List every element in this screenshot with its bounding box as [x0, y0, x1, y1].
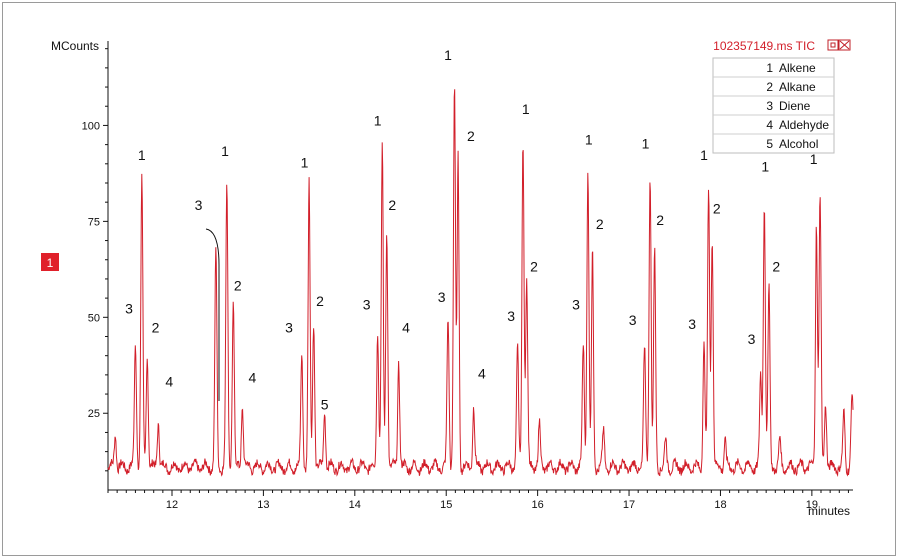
peak-label: 2: [234, 277, 242, 293]
x-tick-label: 18: [714, 499, 726, 511]
close-icon[interactable]: [838, 39, 851, 51]
legend-box: [712, 57, 835, 154]
peak-leader-line: [205, 228, 220, 401]
trace-marker[interactable]: 1: [41, 253, 59, 271]
peak-label: 3: [572, 297, 580, 313]
y-tick-label: 75: [88, 216, 100, 228]
legend-number: 3: [766, 99, 773, 113]
legend-label: Alkane: [779, 80, 816, 94]
peak-label: 3: [438, 289, 446, 305]
peak-label: 2: [467, 128, 475, 144]
peak-labels: 1 3 2 4 3 1 2 4 3 1 2 5 3 1 2 4 3 1 2 4 3 1 2 3 1 2 3 1 2 3 1 2 3 1 2 1: [125, 47, 818, 412]
legend-label: Diene: [779, 99, 811, 113]
y-tick-label: 25: [88, 408, 100, 420]
legend-number: 5: [766, 137, 773, 151]
peak-label: 5: [321, 396, 329, 412]
y-ticks: 25 50 75 100: [82, 48, 108, 472]
tic-trace-line: [107, 89, 854, 477]
peak-label: 1: [585, 132, 593, 148]
legend-number: 2: [766, 80, 773, 94]
peak-label: 2: [388, 197, 396, 213]
legend-label: Aldehyde: [779, 118, 829, 132]
legend: 1 Alkene 2 Alkane 3 Diene 4 Aldehyde 5 Alcohol: [712, 57, 835, 154]
peak-label: 1: [810, 151, 818, 167]
restore-icon[interactable]: [827, 39, 839, 51]
peak-label: 2: [596, 216, 604, 232]
x-ticks: 12 13 14 15 16 17 18 19: [107, 490, 849, 511]
x-axis-label: minutes: [808, 504, 850, 518]
peak-label: 1: [700, 147, 708, 163]
peak-label: 2: [713, 201, 721, 217]
peak-label: 1: [642, 135, 650, 151]
peak-label: 3: [363, 297, 371, 313]
peak-label: 2: [656, 212, 664, 228]
y-tick-label: 100: [82, 120, 100, 132]
peak-label: 4: [478, 366, 486, 382]
peak-label: 3: [688, 316, 696, 332]
peak-label: 2: [316, 293, 324, 309]
peak-label: 1: [221, 143, 229, 159]
x-tick-label: 15: [440, 499, 452, 511]
legend-number: 4: [766, 118, 773, 132]
peak-label: 4: [165, 373, 173, 389]
peak-label: 4: [249, 370, 257, 386]
x-tick-label: 12: [166, 499, 178, 511]
peak-label: 1: [761, 158, 769, 174]
peak-label: 3: [285, 320, 293, 336]
peak-label: 2: [152, 320, 160, 336]
peak-label: 1: [138, 147, 146, 163]
x-tick-label: 19: [806, 499, 818, 511]
peak-label: 3: [195, 197, 203, 213]
x-tick-label: 14: [349, 499, 361, 511]
peak-label: 1: [522, 101, 530, 117]
x-tick-label: 17: [623, 499, 635, 511]
x-tick-label: 13: [257, 499, 269, 511]
peak-label: 2: [772, 258, 780, 274]
peak-label: 1: [374, 112, 382, 128]
y-tick-label: 50: [88, 312, 100, 324]
peak-label: 3: [125, 300, 133, 316]
peak-label: 3: [507, 308, 515, 324]
legend-label: Alcohol: [779, 137, 818, 151]
peak-label: 3: [748, 331, 756, 347]
y-axis-label: MCounts: [51, 39, 99, 53]
peak-label: 3: [629, 312, 637, 328]
x-tick-label: 16: [532, 499, 544, 511]
trace: [107, 89, 854, 477]
peak-label: 1: [301, 155, 309, 171]
legend-number: 1: [766, 61, 773, 75]
trace-title: 102357149.ms TIC: [713, 39, 815, 53]
chromatogram-chart: MCounts 102357149.ms TIC 1 minutes 25507…: [41, 39, 854, 518]
peak-label: 1: [444, 47, 452, 63]
peak-label: 2: [530, 258, 538, 274]
legend-label: Alkene: [779, 61, 816, 75]
peak-label: 4: [402, 320, 410, 336]
svg-text:1: 1: [47, 256, 54, 270]
